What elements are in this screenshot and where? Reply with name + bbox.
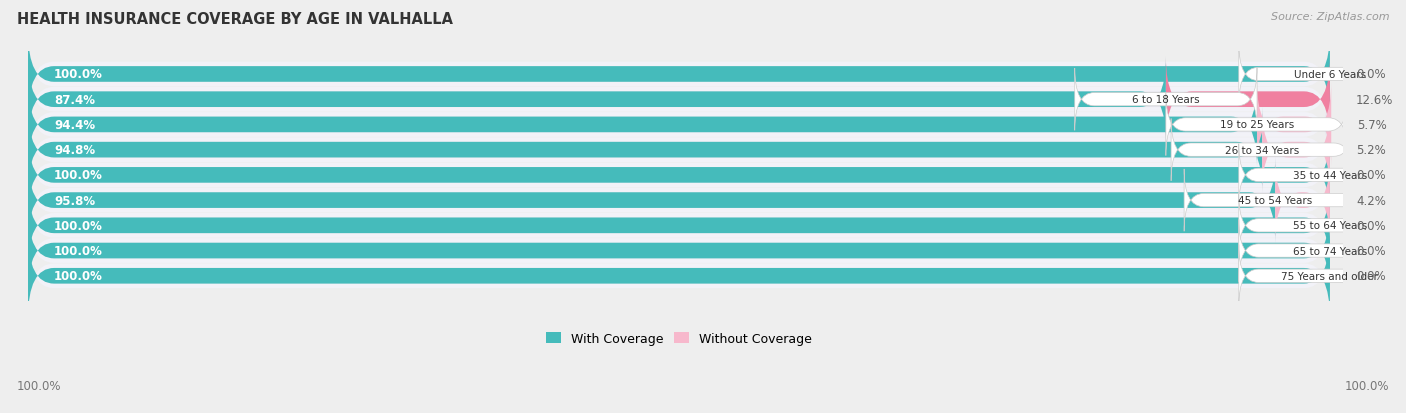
FancyBboxPatch shape [28, 133, 1330, 218]
Text: 94.8%: 94.8% [53, 144, 96, 157]
FancyBboxPatch shape [28, 108, 1263, 193]
FancyBboxPatch shape [28, 83, 1330, 168]
Text: 12.6%: 12.6% [1355, 93, 1393, 107]
Text: 87.4%: 87.4% [53, 93, 96, 107]
Text: 19 to 25 Years: 19 to 25 Years [1220, 120, 1294, 130]
FancyBboxPatch shape [28, 57, 1330, 142]
FancyBboxPatch shape [28, 188, 1330, 264]
Text: Under 6 Years: Under 6 Years [1294, 70, 1367, 80]
Text: 65 to 74 Years: 65 to 74 Years [1292, 246, 1367, 256]
Text: 100.0%: 100.0% [1344, 380, 1389, 392]
Text: Source: ZipAtlas.com: Source: ZipAtlas.com [1271, 12, 1389, 22]
FancyBboxPatch shape [28, 87, 1330, 163]
FancyBboxPatch shape [28, 37, 1330, 113]
Text: 0.0%: 0.0% [1355, 219, 1385, 232]
Text: 5.2%: 5.2% [1355, 144, 1386, 157]
Text: 45 to 54 Years: 45 to 54 Years [1239, 196, 1312, 206]
Text: 35 to 44 Years: 35 to 44 Years [1292, 171, 1367, 180]
Text: 100.0%: 100.0% [17, 380, 62, 392]
FancyBboxPatch shape [28, 133, 1330, 218]
Text: 100.0%: 100.0% [53, 244, 103, 257]
FancyBboxPatch shape [28, 163, 1330, 239]
FancyBboxPatch shape [1166, 57, 1330, 142]
FancyBboxPatch shape [1239, 245, 1406, 307]
FancyBboxPatch shape [28, 57, 1166, 142]
FancyBboxPatch shape [28, 112, 1330, 188]
FancyBboxPatch shape [1239, 44, 1406, 106]
FancyBboxPatch shape [1263, 108, 1330, 193]
FancyBboxPatch shape [28, 234, 1330, 319]
FancyBboxPatch shape [28, 108, 1330, 193]
FancyBboxPatch shape [28, 183, 1330, 268]
FancyBboxPatch shape [28, 209, 1330, 294]
FancyBboxPatch shape [28, 32, 1330, 117]
Text: 4.2%: 4.2% [1355, 194, 1386, 207]
Text: 5.7%: 5.7% [1357, 119, 1386, 132]
FancyBboxPatch shape [28, 32, 1330, 117]
Text: 95.8%: 95.8% [53, 194, 96, 207]
FancyBboxPatch shape [28, 238, 1330, 314]
Text: 100.0%: 100.0% [53, 270, 103, 282]
FancyBboxPatch shape [1074, 69, 1257, 131]
FancyBboxPatch shape [1257, 83, 1331, 168]
FancyBboxPatch shape [28, 158, 1275, 243]
FancyBboxPatch shape [28, 83, 1257, 168]
FancyBboxPatch shape [1184, 169, 1367, 232]
FancyBboxPatch shape [1239, 144, 1406, 206]
FancyBboxPatch shape [28, 183, 1330, 268]
FancyBboxPatch shape [1239, 220, 1406, 282]
Text: 100.0%: 100.0% [53, 169, 103, 182]
Text: 75 Years and older: 75 Years and older [1281, 271, 1378, 281]
Text: 26 to 34 Years: 26 to 34 Years [1225, 145, 1299, 155]
FancyBboxPatch shape [28, 158, 1330, 243]
Text: 0.0%: 0.0% [1355, 270, 1385, 282]
FancyBboxPatch shape [1166, 94, 1348, 156]
FancyBboxPatch shape [28, 213, 1330, 289]
FancyBboxPatch shape [28, 62, 1330, 138]
Text: 0.0%: 0.0% [1355, 169, 1385, 182]
FancyBboxPatch shape [1275, 158, 1330, 243]
Text: HEALTH INSURANCE COVERAGE BY AGE IN VALHALLA: HEALTH INSURANCE COVERAGE BY AGE IN VALH… [17, 12, 453, 27]
FancyBboxPatch shape [1239, 195, 1406, 257]
Text: 0.0%: 0.0% [1355, 68, 1385, 81]
FancyBboxPatch shape [28, 138, 1330, 214]
Text: 100.0%: 100.0% [53, 68, 103, 81]
Text: 55 to 64 Years: 55 to 64 Years [1292, 221, 1367, 231]
FancyBboxPatch shape [28, 234, 1330, 319]
Legend: With Coverage, Without Coverage: With Coverage, Without Coverage [541, 327, 817, 350]
Text: 94.4%: 94.4% [53, 119, 96, 132]
FancyBboxPatch shape [28, 209, 1330, 294]
Text: 6 to 18 Years: 6 to 18 Years [1132, 95, 1199, 105]
FancyBboxPatch shape [1171, 119, 1354, 181]
Text: 100.0%: 100.0% [53, 219, 103, 232]
Text: 0.0%: 0.0% [1355, 244, 1385, 257]
